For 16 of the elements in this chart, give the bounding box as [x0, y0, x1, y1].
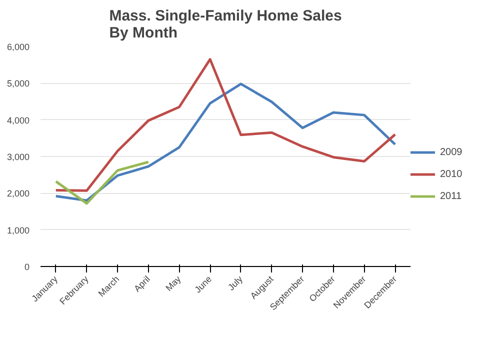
y-tick-label: 6,000 — [6, 42, 30, 52]
y-tick-label: 2,000 — [6, 188, 30, 199]
y-tick-label: 1,000 — [6, 225, 30, 236]
legend-label: 2010 — [440, 168, 462, 180]
chart-title: Mass. Single-Family Home Sales By Month — [109, 8, 342, 42]
legend-label: 2009 — [440, 146, 462, 158]
y-tick-label: 0 — [24, 262, 30, 272]
y-tick-label: 3,000 — [6, 152, 30, 162]
x-tick-label: July — [226, 274, 245, 292]
line-series — [54, 82, 396, 202]
line-series — [54, 58, 396, 192]
line-series — [54, 160, 150, 205]
y-tick-label: 4,000 — [6, 115, 30, 126]
legend-label: 2011 — [440, 190, 462, 202]
y-tick-label: 5,000 — [6, 78, 30, 89]
x-tick-label: May — [164, 274, 184, 294]
